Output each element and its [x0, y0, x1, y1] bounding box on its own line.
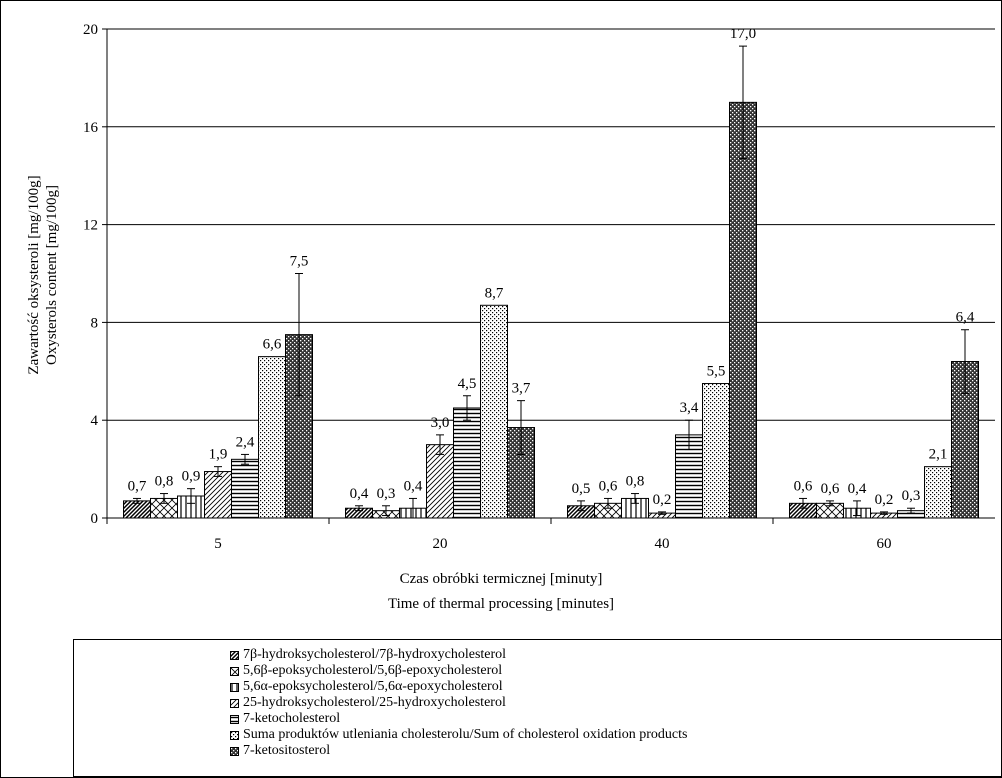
legend-swatch-icon [230, 666, 239, 676]
data-label: 0,6 [794, 478, 813, 494]
data-label: 0,6 [821, 481, 840, 497]
legend-label: 7β-hydroksycholesterol/7β-hydroxycholest… [243, 647, 507, 662]
legend-item: 5,6α-epoksycholesterol/5,6α-epoxycholest… [230, 679, 687, 695]
data-label: 0,5 [572, 481, 591, 497]
legend-swatch-icon [230, 698, 239, 708]
data-label: 0,2 [875, 492, 894, 508]
legend-label: 5,6α-epoksycholesterol/5,6α-epoxycholest… [243, 679, 503, 694]
bar [924, 466, 952, 519]
legend-item: 25-hydroksycholesterol/25-hydroxycholest… [230, 695, 687, 711]
y-axis-title-line-2: Oxysterols content [mg/100g] [44, 185, 60, 365]
x-tick-label: 60 [877, 536, 892, 552]
data-label: 5,5 [707, 364, 726, 380]
y-tick-label: 12 [83, 218, 98, 234]
legend-swatch-icon [230, 650, 239, 660]
legend-swatch-icon [230, 730, 239, 740]
data-label: 0,4 [404, 478, 423, 494]
y-tick-label: 16 [83, 120, 99, 136]
y-axis-title-line-1: Zawartość oksysteroli [mg/100g] [26, 175, 42, 374]
data-label: 0,4 [848, 481, 867, 497]
data-label: 3,4 [680, 400, 699, 416]
data-label: 0,6 [599, 478, 618, 494]
bar [204, 471, 232, 519]
data-label: 2,4 [236, 434, 255, 450]
legend-label: 5,6β-epoksycholesterol/5,6β-epoxycholest… [243, 663, 503, 678]
x-tick-label: 40 [655, 536, 670, 552]
legend-swatch-icon [230, 682, 239, 692]
legend-label: 25-hydroksycholesterol/25-hydroxycholest… [243, 695, 506, 710]
legend-item: 7-ketocholesterol [230, 711, 687, 727]
y-tick-label: 0 [91, 511, 99, 527]
data-label: 8,7 [485, 285, 504, 301]
legend-item: Suma produktów utleniania cholesterolu/S… [230, 727, 687, 743]
data-label: 6,6 [263, 337, 282, 353]
bar [231, 458, 259, 519]
data-label: 6,4 [956, 310, 975, 326]
bar [702, 383, 730, 519]
legend-label: 7-ketositosterol [243, 743, 331, 758]
data-label: 4,5 [458, 376, 477, 392]
legend-item: 5,6β-epoksycholesterol/5,6β-epoxycholest… [230, 663, 687, 679]
data-label: 0,3 [902, 488, 921, 504]
bar [480, 304, 508, 519]
data-label: 3,0 [431, 415, 450, 431]
bar [453, 407, 481, 519]
legend-swatch-icon [230, 746, 239, 756]
data-label: 0,8 [626, 474, 645, 490]
data-label: 0,2 [653, 492, 672, 508]
data-label: 3,7 [512, 381, 531, 397]
y-tick-label: 20 [83, 22, 98, 38]
bar-chart: 0 4 8 12 16 20 0,7 0,4 0,5 0,6 0,8 0,3 0,6 0,6 0,9 0,4… [26, 22, 995, 552]
data-label: 0,3 [377, 486, 396, 502]
data-label: 2,1 [929, 447, 948, 463]
x-tick-label: 20 [433, 536, 448, 552]
data-label: 17,0 [730, 26, 756, 42]
data-label: 0,8 [155, 474, 174, 490]
data-label: 1,9 [209, 447, 228, 463]
bar [258, 356, 286, 519]
x-axis-title-line-1: Czas obróbki termicznej [minuty] [399, 571, 603, 587]
legend-swatch-icon [230, 714, 239, 724]
x-axis-title-line-2: Time of thermal processing [minutes] [387, 596, 615, 612]
y-tick-label: 4 [91, 413, 99, 429]
x-tick-label: 5 [214, 536, 222, 552]
y-tick-label: 8 [91, 315, 99, 331]
data-label: 7,5 [290, 254, 309, 270]
data-label: 0,7 [128, 478, 147, 494]
legend-item: 7β-hydroksycholesterol/7β-hydroxycholest… [230, 647, 687, 663]
bar [729, 101, 757, 519]
bar [426, 444, 454, 519]
legend: 7β-hydroksycholesterol/7β-hydroxycholest… [73, 639, 1002, 777]
legend-item: 7-ketositosterol [230, 743, 687, 759]
legend-label: Suma produktów utleniania cholesterolu/S… [243, 727, 688, 742]
legend-label: 7-ketocholesterol [243, 711, 341, 726]
data-label: 0,4 [350, 486, 369, 502]
data-label: 0,9 [182, 469, 201, 485]
